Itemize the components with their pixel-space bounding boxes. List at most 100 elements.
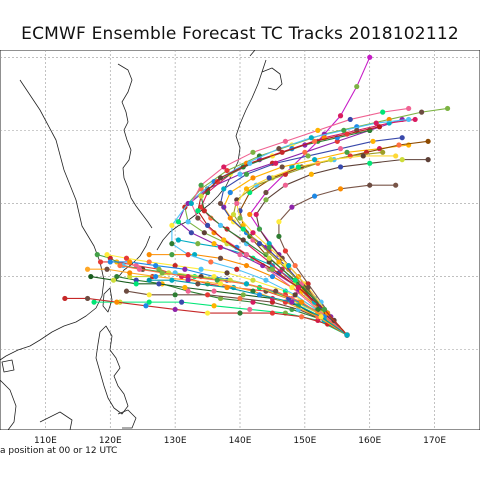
track-position-dot [179,299,185,305]
track-position-dot [172,306,178,313]
track-position-dot [263,277,269,283]
track-position-dot [412,116,418,123]
track-position-dot [367,54,373,60]
track-position-dot [208,215,214,221]
track-position-dot [308,135,314,141]
ensemble-track-line [190,107,409,336]
track-position-dot [396,142,402,148]
track-position-dot [133,277,139,283]
track-position-dot [337,164,344,170]
track-position-dot [399,135,405,141]
track-position-dot [289,204,295,210]
track-position-dot [337,146,344,152]
track-position-dot [347,116,353,123]
track-position-dot [217,281,224,287]
track-position-dot [305,281,311,287]
ensemble-tracks [62,54,451,338]
track-position-dot [406,105,412,112]
track-position-dot [185,273,191,280]
track-position-dot [344,149,350,155]
track-position-dot [201,208,207,214]
track-position-dot [243,262,250,269]
track-position-dot [169,241,175,247]
track-position-dot [367,182,373,188]
track-position-dot [269,310,276,316]
track-position-dot [269,299,276,305]
track-position-dot [247,160,253,166]
track-position-dot [266,259,272,265]
coast-borneo [39,411,73,430]
track-position-dot [195,215,201,221]
track-position-dot [153,273,159,280]
track-position-dot [156,266,162,272]
track-position-dot [182,266,188,272]
track-position-dot [169,252,175,258]
track-position-dot [185,219,191,225]
chart-title: ECMWF Ensemble Forecast TC Tracks 201810… [21,24,459,44]
track-position-dot [282,248,289,254]
track-position-dot [266,175,272,181]
track-position-dot [217,295,224,302]
track-position-dot [292,277,298,283]
track-position-dot [172,292,178,298]
x-tick-label: 140E [228,436,252,446]
track-position-dot [250,149,256,155]
track-position-dot [393,153,399,159]
track-position-dot [198,193,204,199]
track-position-dot [282,138,289,144]
track-position-dot [344,131,350,137]
track-position-dot [243,186,250,192]
track-position-dot [419,109,425,115]
track-position-dot [425,138,431,144]
track-position-dot [334,138,340,144]
lat-lon-grid [0,50,480,430]
track-position-dot [185,288,191,294]
track-position-dot [425,157,431,163]
coast-mindanao [117,409,137,429]
track-position-dot [97,259,104,265]
track-position-dot [104,252,110,258]
track-position-dot [328,157,334,163]
track-position-dot [136,266,143,272]
track-position-dot [308,171,314,177]
coast-philippines [95,325,129,415]
track-position-dot [263,197,269,203]
track-position-dot [289,284,295,291]
track-position-dot [172,262,178,269]
track-position-dot [276,259,282,265]
track-position-dot [133,262,139,269]
track-position-dot [282,171,289,177]
track-position-dot [198,266,204,272]
track-position-dot [94,252,100,258]
track-position-dot [256,226,263,232]
track-position-dot [221,164,227,170]
track-position-dot [376,124,383,130]
coast-taiwan [102,287,113,313]
track-position-dot [250,277,256,283]
track-position-dot [315,127,321,133]
track-position-dot [143,303,149,309]
track-position-dot [175,219,181,225]
track-position-dot [250,230,256,236]
track-position-dot [250,299,256,305]
ensemble-track-line [87,268,348,336]
track-position-dot [146,292,152,298]
ensemble-track-line [236,155,396,336]
coast-japan [156,59,267,251]
track-position-dot [227,189,233,196]
coast-indochina [0,379,17,430]
track-position-dot [360,153,366,159]
track-position-dot [276,233,282,239]
track-position-dot [234,266,240,272]
track-position-dot [341,127,347,133]
track-position-dot [188,230,194,236]
ensemble-track-line [200,118,416,336]
track-position-dot [263,252,269,258]
track-position-dot [214,277,220,283]
track-position-dot [62,295,68,302]
track-position-dot [243,252,250,258]
track-position-dot [292,262,298,269]
track-position-dot [318,314,324,320]
track-position-dot [110,277,117,283]
track-position-dot [88,273,94,280]
